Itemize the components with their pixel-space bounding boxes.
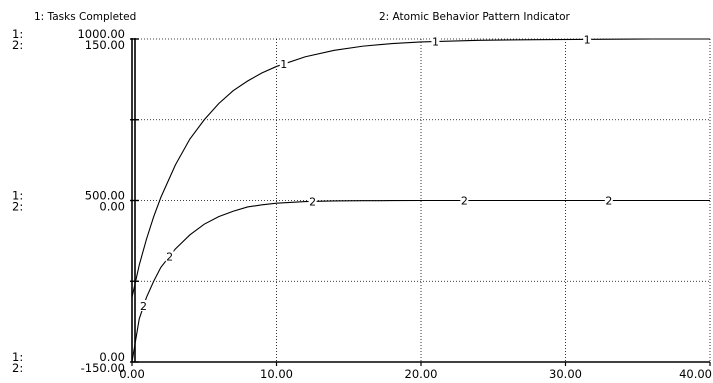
y2-tick-label: -150.00 bbox=[81, 361, 125, 375]
series-1-marker: 1 bbox=[432, 36, 439, 49]
legend-entry-1: 1: Tasks Completed bbox=[34, 11, 136, 23]
x-tick-label: 20.00 bbox=[405, 367, 438, 381]
series-2-marker-bg bbox=[139, 300, 148, 312]
axis-row-mark-bottom-2: 2: bbox=[12, 361, 23, 375]
series-2-marker: 2 bbox=[309, 195, 316, 208]
series-2-marker-bg bbox=[460, 194, 469, 206]
legend: 1: Tasks Completed 2: Atomic Behavior Pa… bbox=[34, 11, 571, 23]
series-1-marker-bg bbox=[279, 58, 288, 70]
y1-tick-label: 500.00 bbox=[85, 189, 125, 203]
x-tick-label: 30.00 bbox=[549, 367, 582, 381]
y2-tick-label: 150.00 bbox=[85, 38, 125, 52]
axes: 0.00 10.00 20.00 30.00 40.001000.00500.000.0… bbox=[12, 27, 712, 381]
series: 1 1 1 2 2 2 2 2 bbox=[131, 33, 710, 363]
series-1-marker-bg bbox=[431, 35, 440, 47]
axis-row-mark-middle-1: 1: bbox=[12, 189, 23, 203]
series-2-marker-bg bbox=[165, 250, 174, 262]
series-2-marker: 2 bbox=[605, 195, 612, 208]
x-tick-label: 10.00 bbox=[260, 367, 293, 381]
legend-entry-2: 2: Atomic Behavior Pattern Indicator bbox=[379, 11, 571, 23]
y2-tick-label: 0.00 bbox=[99, 200, 125, 214]
y1-tick-label: 0.00 bbox=[99, 350, 125, 364]
axis-row-mark-bottom-1: 1: bbox=[12, 350, 23, 364]
axis-row-mark-top-2: 2: bbox=[12, 38, 23, 52]
y1-tick-label: 1000.00 bbox=[77, 27, 125, 41]
x-tick-label: 0.00 bbox=[119, 367, 145, 381]
series-1-marker: 1 bbox=[584, 33, 591, 46]
series-1-line bbox=[131, 38, 710, 298]
series-1-marker: 1 bbox=[280, 58, 287, 71]
series-2-marker: 2 bbox=[140, 300, 147, 313]
x-tick-label: 40.00 bbox=[679, 367, 712, 381]
series-2-marker: 2 bbox=[166, 250, 173, 263]
series-2-marker: 2 bbox=[461, 195, 468, 208]
series-2-marker-bg bbox=[604, 194, 613, 206]
axis-row-mark-top-1: 1: bbox=[12, 27, 23, 41]
series-1-marker-bg bbox=[583, 33, 592, 45]
axis-row-mark-middle-2: 2: bbox=[12, 200, 23, 214]
series-2-marker-bg bbox=[308, 195, 317, 207]
series-2-line bbox=[131, 199, 710, 363]
